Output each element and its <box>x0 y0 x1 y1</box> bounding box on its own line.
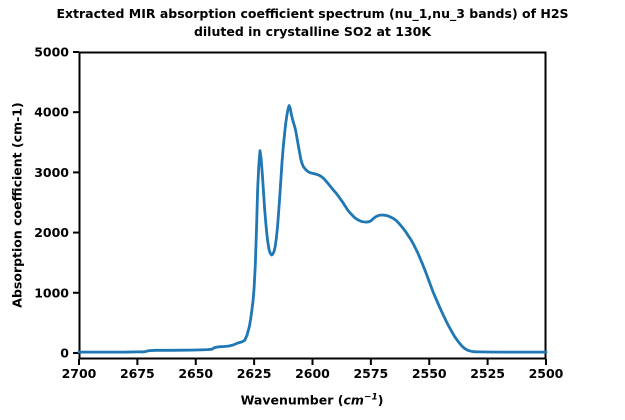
plot-frame <box>78 51 547 360</box>
y-tick-label: 1000 <box>34 285 69 300</box>
x-tick-label: 2575 <box>353 366 388 381</box>
y-tick-label: 4000 <box>34 105 69 120</box>
y-tick-label: 5000 <box>34 45 69 60</box>
x-tick-label: 2550 <box>412 366 447 381</box>
spectrum-line <box>77 104 548 354</box>
chart-title: Extracted MIR absorption coefficient spe… <box>0 5 625 41</box>
y-axis-label: Absorption coefficient (cm-1) <box>9 102 25 308</box>
x-axis-label-exponent: −1 <box>363 392 378 403</box>
x-tick-label: 2625 <box>237 366 272 381</box>
x-axis-label: Wavenumber (cm−1) <box>241 393 384 408</box>
y-tick-label: 2000 <box>34 225 69 240</box>
x-tick-label: 2700 <box>62 366 97 381</box>
x-tick-label: 2500 <box>529 366 564 381</box>
x-tick-label: 2525 <box>470 366 505 381</box>
x-axis-label-unit: cm <box>343 392 364 408</box>
x-axis-label-prefix: Wavenumber ( <box>240 392 344 408</box>
chart-title-line2: diluted in crystalline SO2 at 130K <box>193 24 432 39</box>
x-tick-label: 2600 <box>295 366 330 381</box>
x-tick-label: 2675 <box>120 366 155 381</box>
chart-title-line1: Extracted MIR absorption coefficient spe… <box>56 6 569 21</box>
x-axis-label-suffix: ) <box>377 392 384 408</box>
x-tick-label: 2650 <box>178 366 213 381</box>
y-tick-label: 3000 <box>34 165 69 180</box>
y-tick-label: 0 <box>60 345 69 360</box>
